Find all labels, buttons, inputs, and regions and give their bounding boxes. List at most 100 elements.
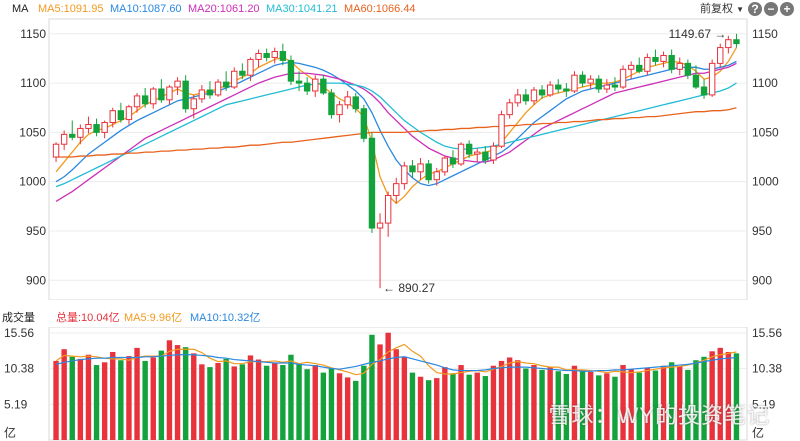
candle <box>401 161 408 190</box>
volume-bar <box>280 365 286 440</box>
volume-bar <box>515 360 521 440</box>
candle-body <box>676 62 683 70</box>
candle-body <box>255 53 262 60</box>
volume-bar <box>685 369 691 440</box>
price-chart[interactable]: 900 900 950 950 1000 1000 1050 1050 1100 1100 1150… <box>0 0 800 300</box>
candle-body <box>352 96 359 110</box>
volume-bar <box>336 373 343 440</box>
candle <box>263 48 270 62</box>
candle-body <box>182 80 189 110</box>
help-icon[interactable]: ? <box>748 2 762 16</box>
candle-body <box>52 143 60 158</box>
candle <box>279 43 287 66</box>
restore-select[interactable]: 前复权 ▼ <box>700 0 744 18</box>
watermark: 雪球：WY的投资笔记 <box>548 403 770 428</box>
candle <box>660 51 667 68</box>
candle <box>295 71 303 91</box>
candle-body <box>425 163 432 181</box>
candle-body <box>263 53 270 58</box>
volume-bar <box>158 350 165 440</box>
volume-ma5-legend: MA5:9.96亿 <box>124 312 183 324</box>
candle-body <box>166 86 173 101</box>
volume-bar <box>474 372 480 440</box>
ma-line-ma30 <box>55 82 737 188</box>
volume-bar <box>69 356 75 440</box>
candle-body <box>141 95 149 105</box>
candle <box>166 85 173 105</box>
candle <box>417 158 424 180</box>
candle <box>303 77 311 95</box>
volume-bar <box>733 353 740 440</box>
low-annotation: ← 890.27 <box>383 281 435 295</box>
candle <box>474 148 481 162</box>
volume-bar <box>620 365 626 440</box>
candle-body <box>603 84 611 90</box>
candle <box>150 87 157 109</box>
candle-body <box>619 68 627 88</box>
volume-bar <box>344 377 351 440</box>
volume-bar <box>118 360 124 440</box>
candle-body <box>660 54 667 62</box>
volume-bar <box>409 372 416 440</box>
candle-body <box>393 183 400 196</box>
price-plot-frame <box>48 18 748 300</box>
candle <box>109 107 116 128</box>
candle-body <box>611 84 619 88</box>
candle <box>579 71 586 88</box>
volume-bar <box>709 351 715 440</box>
candle <box>603 79 611 93</box>
candle-body <box>222 81 230 88</box>
volume-line-ma5 <box>55 343 737 376</box>
price-tick-label-left: 1150 <box>20 27 46 41</box>
volume-bar <box>77 358 84 440</box>
volume-bar <box>498 360 505 440</box>
candle-body <box>417 163 424 173</box>
ma20-legend: MA20:1061.20 <box>188 3 260 15</box>
candle-body <box>287 59 295 82</box>
volume-bar <box>458 365 464 440</box>
candle <box>255 49 262 68</box>
candle-body <box>692 74 700 88</box>
zoom-in-icon[interactable]: + <box>780 2 794 16</box>
volume-chart[interactable]: 15.56 15.56 10.38 10.38 5.19 5.19 亿 亿 <box>0 327 800 441</box>
volume-bar <box>377 344 383 440</box>
candle <box>85 116 92 134</box>
volume-bar <box>304 369 310 440</box>
volume-unit-left: 亿 <box>4 425 16 440</box>
candle-body <box>150 88 157 105</box>
candle-body <box>522 94 530 102</box>
candle-body <box>708 62 716 96</box>
candle <box>141 88 149 108</box>
volume-bar <box>312 365 318 440</box>
volume-bar <box>296 363 302 440</box>
candle-body <box>360 108 368 139</box>
candle <box>546 81 554 97</box>
candle-body <box>60 133 68 145</box>
candle-body <box>320 78 327 94</box>
candle <box>514 89 521 107</box>
volume-bar <box>134 347 140 440</box>
price-tick-label-left: 950 <box>26 224 46 238</box>
volume-bar <box>725 351 732 440</box>
volume-bar <box>555 371 561 440</box>
ma-line-ma60 <box>56 107 737 158</box>
price-tick-label-left: 1000 <box>19 175 46 189</box>
volume-bar <box>417 376 424 440</box>
candle <box>627 61 635 80</box>
candle <box>676 57 683 76</box>
candle <box>733 33 740 48</box>
candle <box>522 89 530 105</box>
high-annotation: 1149.67 → <box>669 27 727 41</box>
candle <box>60 130 68 151</box>
candle-body <box>441 157 449 173</box>
candle <box>498 110 505 149</box>
candle-body <box>384 194 392 224</box>
candle-body <box>717 47 724 64</box>
price-tick-label-right: 1000 <box>752 175 779 189</box>
candle-body <box>482 151 489 161</box>
volume-bar <box>531 365 537 440</box>
candle-body <box>344 96 351 106</box>
zoom-out-icon[interactable]: − <box>764 2 778 16</box>
candle <box>182 75 189 113</box>
candle <box>644 53 651 76</box>
